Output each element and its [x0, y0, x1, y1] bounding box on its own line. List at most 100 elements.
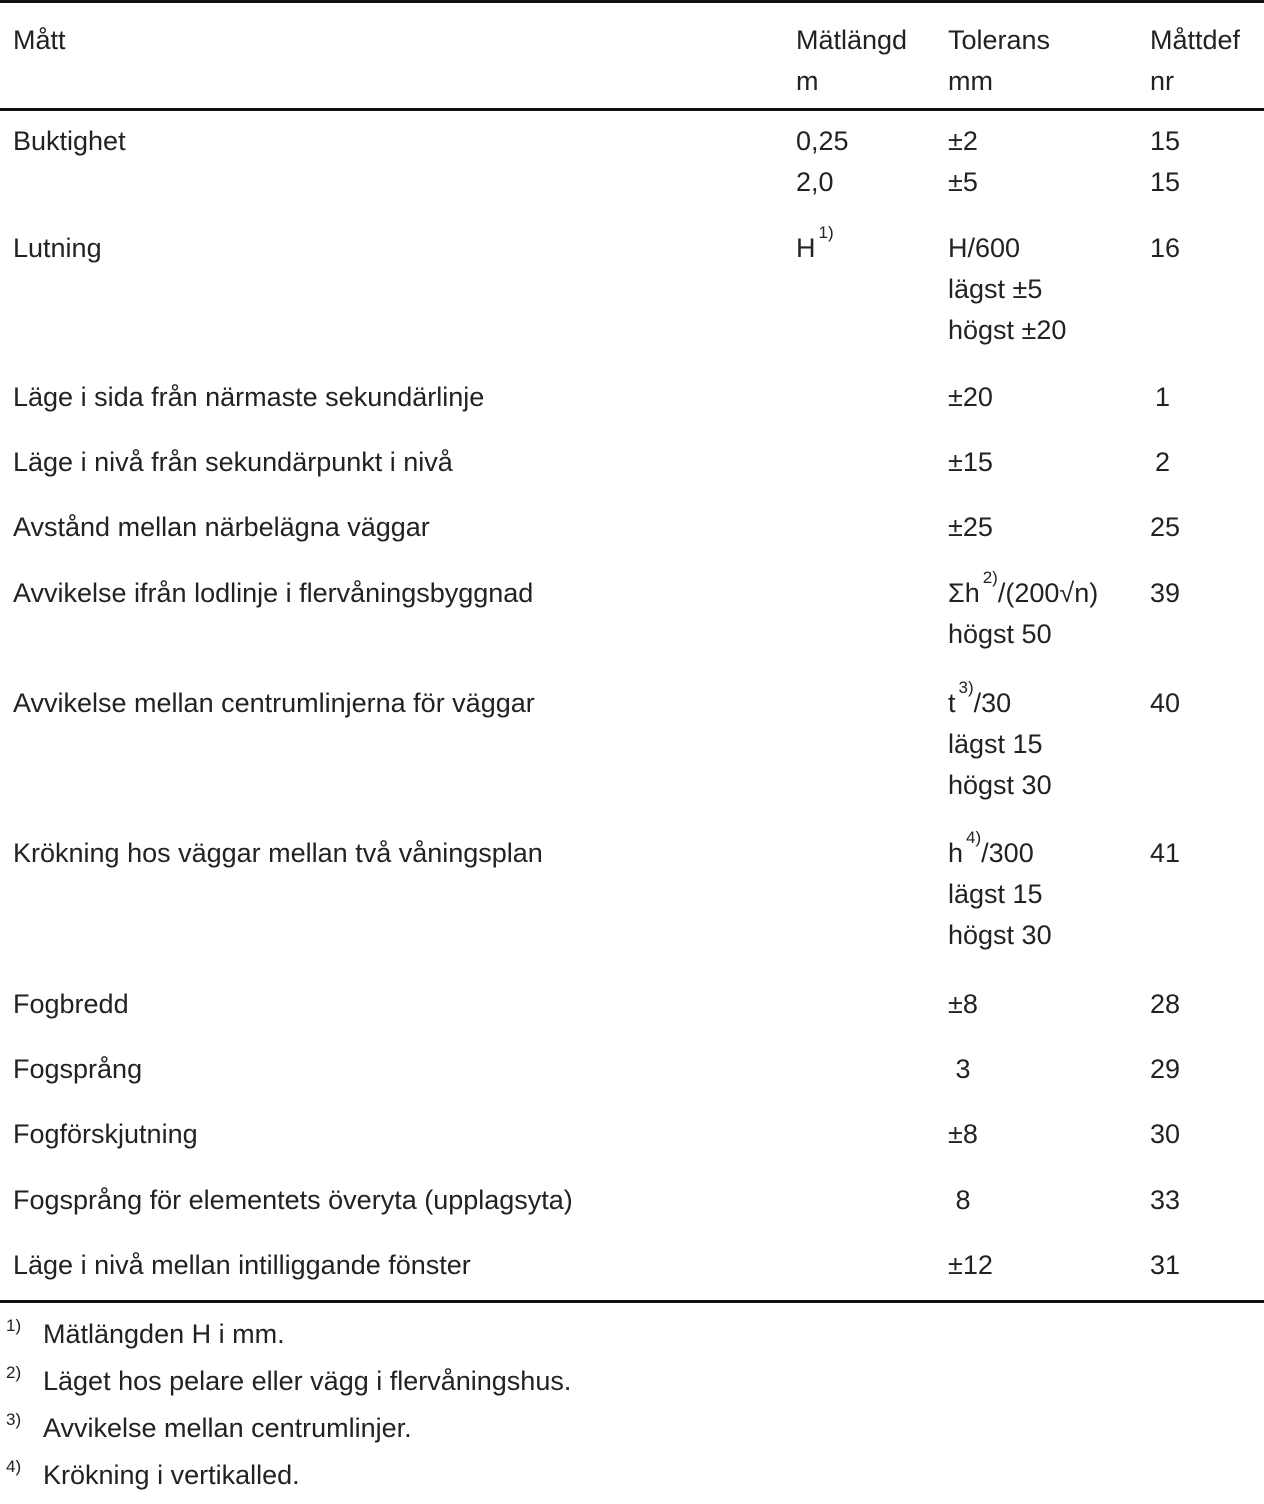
footnote-mark: 4): [6, 1457, 22, 1476]
footnote-mark: 2): [6, 1363, 22, 1382]
cell-matt: Buktighet: [13, 121, 126, 162]
formula-base: t: [948, 688, 956, 718]
cell-tolerans-text: ±20: [948, 382, 993, 412]
footnote-ref: 1): [818, 223, 834, 242]
cell-tolerans-text: ±8: [948, 1119, 978, 1149]
footnote: 4) Krökning i vertikalled.: [0, 1457, 1264, 1504]
cell-matt: Läge i nivå mellan intilliggande fönster: [13, 1245, 471, 1286]
cell-nr-text: 29: [1150, 1054, 1181, 1084]
cell-matt-text: Fogförskjutning: [13, 1119, 198, 1149]
cell-nr: 29: [1150, 1049, 1180, 1090]
cell-matt-text: Fogsprång för elementets överyta (upplag…: [13, 1185, 573, 1215]
cell-nr-text: 31: [1150, 1250, 1181, 1280]
header-rule: [0, 108, 1264, 111]
cell-tolerans: ±15: [948, 442, 993, 483]
cell-matt: Avvikelse mellan centrumlinjerna för väg…: [13, 683, 535, 724]
cell-nr-text: 2: [1155, 447, 1171, 477]
cell-tolerans-text: 3: [948, 1054, 971, 1084]
cell-tolerans: ±25: [948, 507, 993, 548]
cell-tolerans-text: högst ±20: [948, 315, 1067, 345]
cell-tolerans-text: ±12: [948, 1250, 993, 1280]
cell-matt-text: Läge i nivå från sekundärpunkt i nivå: [13, 447, 453, 477]
cell-matt-text: Fogsprång: [13, 1054, 143, 1084]
cell-matt: Krökning hos väggar mellan två våningspl…: [13, 833, 543, 874]
cell-matt-text: Fogbredd: [13, 989, 129, 1019]
cell-nr-text: 25: [1150, 512, 1181, 542]
cell-nr: 1: [1150, 377, 1170, 418]
cell-tolerans-text: 8: [948, 1185, 971, 1215]
cell-nr-text: 40: [1150, 688, 1181, 718]
footnote-text: Avvikelse mellan centrumlinjer.: [43, 1413, 412, 1443]
cell-tolerans: 3: [948, 1049, 971, 1090]
cell-matt: Fogsprång för elementets överyta (upplag…: [13, 1180, 573, 1221]
cell-nr-text: 39: [1150, 578, 1181, 608]
cell-nr: 16: [1150, 228, 1180, 269]
cell-tolerans: ±8: [948, 1114, 978, 1155]
cell-matlangd-text: 0,25: [796, 126, 849, 156]
cell-matt: Lutning: [13, 228, 102, 269]
cell-nr-text: 33: [1150, 1185, 1181, 1215]
cell-nr-text: 1: [1155, 382, 1171, 412]
cell-matt: Fogförskjutning: [13, 1114, 198, 1155]
cell-matt-text: Avstånd mellan närbelägna väggar: [13, 512, 430, 542]
formula-rest: /300: [981, 838, 1034, 868]
cell-tolerans-formula: Σh2)/(200√n): [948, 569, 1098, 614]
cell-matt-text: Lutning: [13, 233, 102, 263]
cell-tolerans-text: ±2: [948, 126, 978, 156]
cell-matt: Läge i nivå från sekundärpunkt i nivå: [13, 442, 453, 483]
cell-matt: Avvikelse ifrån lodlinje i flervåningsby…: [13, 573, 533, 614]
table-top-rule: [0, 0, 1264, 3]
footnote-ref: 2): [982, 568, 998, 587]
cell-nr-text: 15: [1150, 126, 1181, 156]
cell-tolerans: t3)/30 lägst 15 högst 30: [948, 679, 1052, 806]
cell-tolerans-text: ±25: [948, 512, 993, 542]
footnote-text: Krökning i vertikalled.: [43, 1460, 300, 1490]
cell-matt-text: Avvikelse ifrån lodlinje i flervåningsby…: [13, 578, 534, 608]
cell-tolerans: Σh2)/(200√n) högst 50: [948, 569, 1098, 655]
cell-matlangd: 0,25 2,0: [796, 121, 849, 203]
footnote-mark: 3): [6, 1410, 22, 1429]
cell-tolerans: ±12: [948, 1245, 993, 1286]
cell-matt: Fogbredd: [13, 984, 129, 1025]
formula-base: h: [948, 838, 964, 868]
cell-tolerans: ±8: [948, 984, 978, 1025]
cell-tolerans-text: H/600: [948, 233, 1021, 263]
cell-tolerans-text: lägst 15: [948, 729, 1043, 759]
cell-nr-text: 15: [1150, 167, 1181, 197]
cell-matlangd-text: 2,0: [796, 167, 834, 197]
cell-matlangd: H1): [796, 224, 834, 269]
cell-tolerans-formula: t3)/30: [948, 679, 1052, 724]
cell-tolerans: ±2 ±5: [948, 121, 978, 203]
cell-tolerans-text: högst 30: [948, 920, 1052, 950]
cell-nr-text: 16: [1150, 233, 1181, 263]
cell-matt: Läge i sida från närmaste sekundärlinje: [13, 377, 484, 418]
cell-tolerans: h4)/300 lägst 15 högst 30: [948, 829, 1052, 956]
cell-nr: 40: [1150, 683, 1180, 724]
cell-tolerans: 8: [948, 1180, 971, 1221]
cell-nr: 15 15: [1150, 121, 1180, 203]
cell-tolerans-text: lägst 15: [948, 879, 1043, 909]
cell-matt: Fogsprång: [13, 1049, 142, 1090]
cell-nr-text: 28: [1150, 989, 1181, 1019]
table-bottom-rule: [0, 1300, 1264, 1303]
cell-tolerans-text: ±8: [948, 989, 978, 1019]
footnote: 1) Mätlängden H i mm.: [0, 1316, 1264, 1363]
cell-nr: 33: [1150, 1180, 1180, 1221]
cell-nr-text: 41: [1150, 838, 1181, 868]
formula-base: Σh: [948, 578, 980, 608]
footnote-text: Läget hos pelare eller vägg i flervåning…: [43, 1366, 572, 1396]
footnote-mark: 1): [6, 1316, 22, 1335]
cell-tolerans-text: högst 30: [948, 770, 1052, 800]
cell-matt-text: Avvikelse mellan centrumlinjerna för väg…: [13, 688, 535, 718]
header-matlangd: Mätlängd m: [796, 25, 908, 96]
cell-tolerans: H/600 lägst ±5 högst ±20: [948, 228, 1066, 351]
header-nr: Måttdef nr: [1150, 25, 1241, 96]
footnote-ref: 4): [966, 828, 982, 847]
cell-matt-text: Läge i nivå mellan intilliggande fönster: [13, 1250, 471, 1280]
cell-tolerans: ±20: [948, 377, 993, 418]
footnote: 3) Avvikelse mellan centrumlinjer.: [0, 1410, 1264, 1457]
footnote-ref: 3): [958, 678, 974, 697]
cell-nr: 39: [1150, 573, 1180, 614]
cell-tolerans-text: högst 50: [948, 619, 1052, 649]
cell-tolerans-text: ±15: [948, 447, 993, 477]
